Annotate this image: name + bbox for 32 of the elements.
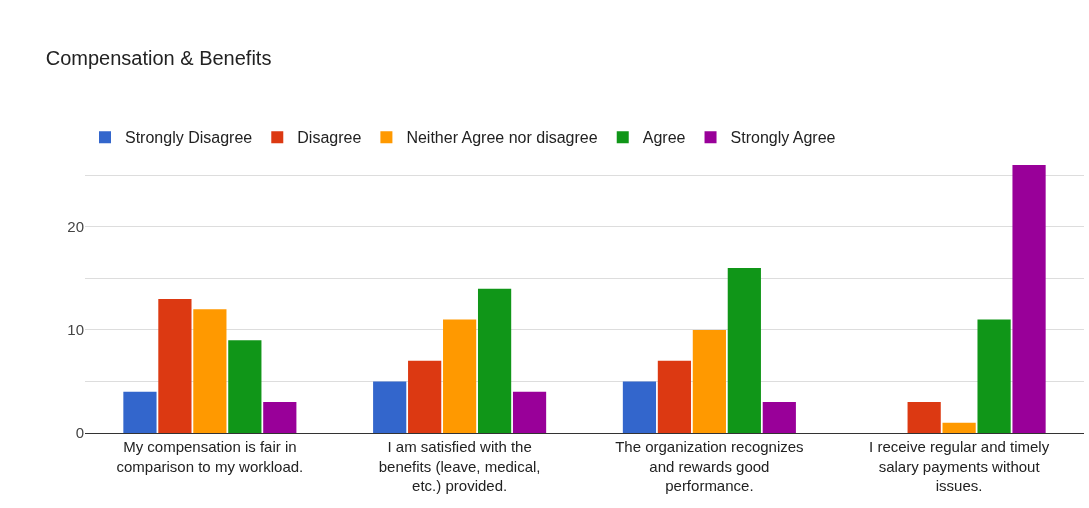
bar: [942, 422, 976, 433]
bar: [373, 381, 407, 433]
legend-label: Strongly Agree: [730, 129, 836, 147]
legend-label: Strongly Disagree: [125, 129, 253, 147]
bar: [123, 391, 157, 433]
bar: [408, 360, 442, 433]
chart-title: Compensation & Benefits: [45, 46, 272, 69]
x-tick-label: I am satisfied with the benefits (leave, medical, etc.) provided.: [378, 438, 541, 494]
bar: [193, 309, 227, 433]
bar: [263, 402, 297, 433]
legend-label: Agree: [642, 129, 686, 147]
bar: [228, 340, 262, 433]
bar: [907, 402, 941, 433]
bar: [692, 329, 726, 433]
bar: [622, 381, 657, 433]
bar: [477, 288, 512, 433]
y-tick-label: 0: [75, 424, 84, 442]
bar: [512, 391, 547, 433]
bar: [977, 319, 1011, 433]
legend-label: Neither Agree nor disagree: [406, 129, 598, 147]
x-tick-label: My compensation is fair in comparison to my workload.: [116, 438, 304, 475]
x-tick-label: The organization recognizes and rewards good performance.: [615, 438, 804, 494]
legend-label: Disagree: [297, 129, 362, 147]
bar: [1012, 165, 1046, 433]
x-tick-label: I receive regular and timely salary payments without issues.: [869, 438, 1050, 494]
y-tick-label: 10: [67, 321, 84, 339]
bar: [657, 360, 692, 433]
bar: [727, 268, 761, 433]
bar: [762, 402, 796, 433]
bar: [158, 299, 192, 433]
y-tick-label: 20: [67, 218, 84, 236]
bar: [443, 319, 477, 433]
